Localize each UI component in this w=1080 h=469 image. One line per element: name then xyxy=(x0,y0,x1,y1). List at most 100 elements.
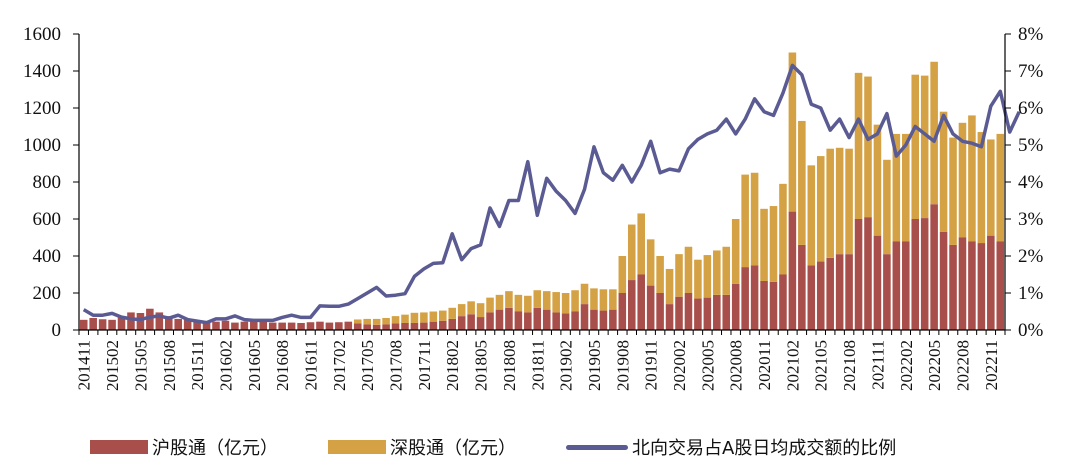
bar-sh xyxy=(127,312,135,330)
bar-sh xyxy=(675,296,683,330)
x-tick-label: 201808 xyxy=(500,340,519,391)
x-tick-label: 201505 xyxy=(131,340,150,391)
bar-sh xyxy=(363,324,371,330)
bar-sh xyxy=(136,312,145,330)
bar-sh xyxy=(240,321,249,330)
y-tick-label-right: 3% xyxy=(1018,209,1044,230)
bar-sz xyxy=(920,75,929,219)
bar-sz xyxy=(713,250,721,295)
bar-sh xyxy=(344,321,353,330)
bar-sz xyxy=(816,156,825,262)
bar-sh xyxy=(750,265,759,330)
bar-sz xyxy=(646,239,655,286)
y-tick-label-left: 400 xyxy=(33,246,62,267)
x-tick-label: 202111 xyxy=(868,340,887,390)
x-tick-label: 201602 xyxy=(217,340,236,391)
x-tick-label: 202008 xyxy=(727,340,746,391)
legend-label-sh: 沪股通（亿元） xyxy=(152,438,278,459)
y-tick-label-left: 200 xyxy=(33,283,62,304)
bar-sh xyxy=(996,241,1005,330)
bar-sz xyxy=(391,316,400,324)
bar-sz xyxy=(883,159,891,255)
bar-sz xyxy=(637,213,645,275)
x-tick-label: 201805 xyxy=(472,340,491,391)
bar-sh xyxy=(590,309,598,330)
bar-sz xyxy=(798,120,806,245)
bar-sh xyxy=(98,319,107,330)
bar-sz xyxy=(627,224,636,281)
bar-sh xyxy=(486,312,494,330)
x-tick-label: 202205 xyxy=(925,340,944,391)
x-tick-label: 201711 xyxy=(415,340,434,390)
bar-sz xyxy=(514,294,523,312)
bar-sz xyxy=(807,165,816,266)
bar-sz xyxy=(363,318,371,325)
bar-sz xyxy=(590,288,598,310)
bar-sh xyxy=(637,274,645,330)
x-tick-label: 201908 xyxy=(613,340,632,391)
bar-sh xyxy=(580,304,589,330)
bar-sh xyxy=(193,320,201,330)
x-tick-label: 201911 xyxy=(642,340,661,390)
bar-sz xyxy=(684,246,693,293)
bar-sh xyxy=(382,324,390,330)
y-tick-label-left: 1600 xyxy=(23,24,61,45)
bar-sz xyxy=(457,304,466,317)
bar-sz xyxy=(741,174,749,268)
bar-sh xyxy=(212,321,220,330)
bar-sz xyxy=(353,319,362,324)
x-tick-label: 202202 xyxy=(897,340,916,391)
bar-sh xyxy=(410,322,419,330)
bar-sz xyxy=(561,293,570,314)
bar-sz xyxy=(911,74,920,219)
bar-sh xyxy=(987,235,995,330)
bar-sh xyxy=(656,293,664,330)
bar-sh xyxy=(769,281,778,330)
bar-sh xyxy=(968,241,976,330)
legend-swatch-ratio xyxy=(566,444,628,450)
bar-sz xyxy=(552,292,560,313)
bar-sh xyxy=(920,218,929,330)
bar-sz xyxy=(542,291,551,310)
bar-sh xyxy=(420,322,428,330)
bar-sh xyxy=(335,322,343,330)
axes-layer: 0 200 400 600 800 1000 1200 1400 1600 0% 1% 2% 3% 4% 5… xyxy=(23,24,1044,391)
bar-sh xyxy=(599,310,608,330)
bar-sz xyxy=(382,317,390,325)
x-tick-label: 202105 xyxy=(812,340,831,391)
bar-sh xyxy=(495,309,504,330)
y-tick-label-left: 0 xyxy=(52,320,62,341)
legend-label-sz: 深股通（亿元） xyxy=(390,438,516,459)
y-tick-label-left: 1400 xyxy=(23,61,61,82)
bar-sz xyxy=(420,312,428,323)
bar-sz xyxy=(448,307,457,319)
x-tick-label: 201902 xyxy=(557,340,576,391)
x-tick-label: 202102 xyxy=(783,340,802,391)
bar-sh xyxy=(155,312,164,330)
bar-sh xyxy=(703,297,712,330)
bar-sz xyxy=(703,255,712,298)
bar-sh xyxy=(174,318,182,330)
bar-sh xyxy=(722,294,731,330)
y-tick-label-left: 600 xyxy=(33,209,62,230)
bar-sh xyxy=(835,254,844,330)
bar-sz xyxy=(580,283,589,305)
ratio-line-layer xyxy=(82,63,1021,325)
bar-sh xyxy=(325,322,334,330)
bar-sh xyxy=(514,311,523,330)
bar-sz xyxy=(949,137,957,245)
bar-sz xyxy=(996,133,1005,242)
bar-sz xyxy=(788,52,797,212)
bar-sz xyxy=(410,312,419,323)
y-tick-label-right: 4% xyxy=(1018,172,1044,193)
bars-layer xyxy=(79,52,1005,330)
bar-sh xyxy=(146,308,154,330)
bar-sh xyxy=(533,307,542,330)
bar-sz xyxy=(571,290,579,312)
bar-sh xyxy=(609,309,617,330)
y-tick-label-right: 5% xyxy=(1018,135,1044,156)
bar-sz xyxy=(760,208,768,281)
x-tick-label: 201502 xyxy=(103,340,122,391)
bar-sh xyxy=(117,317,126,330)
bar-sz xyxy=(618,256,627,293)
